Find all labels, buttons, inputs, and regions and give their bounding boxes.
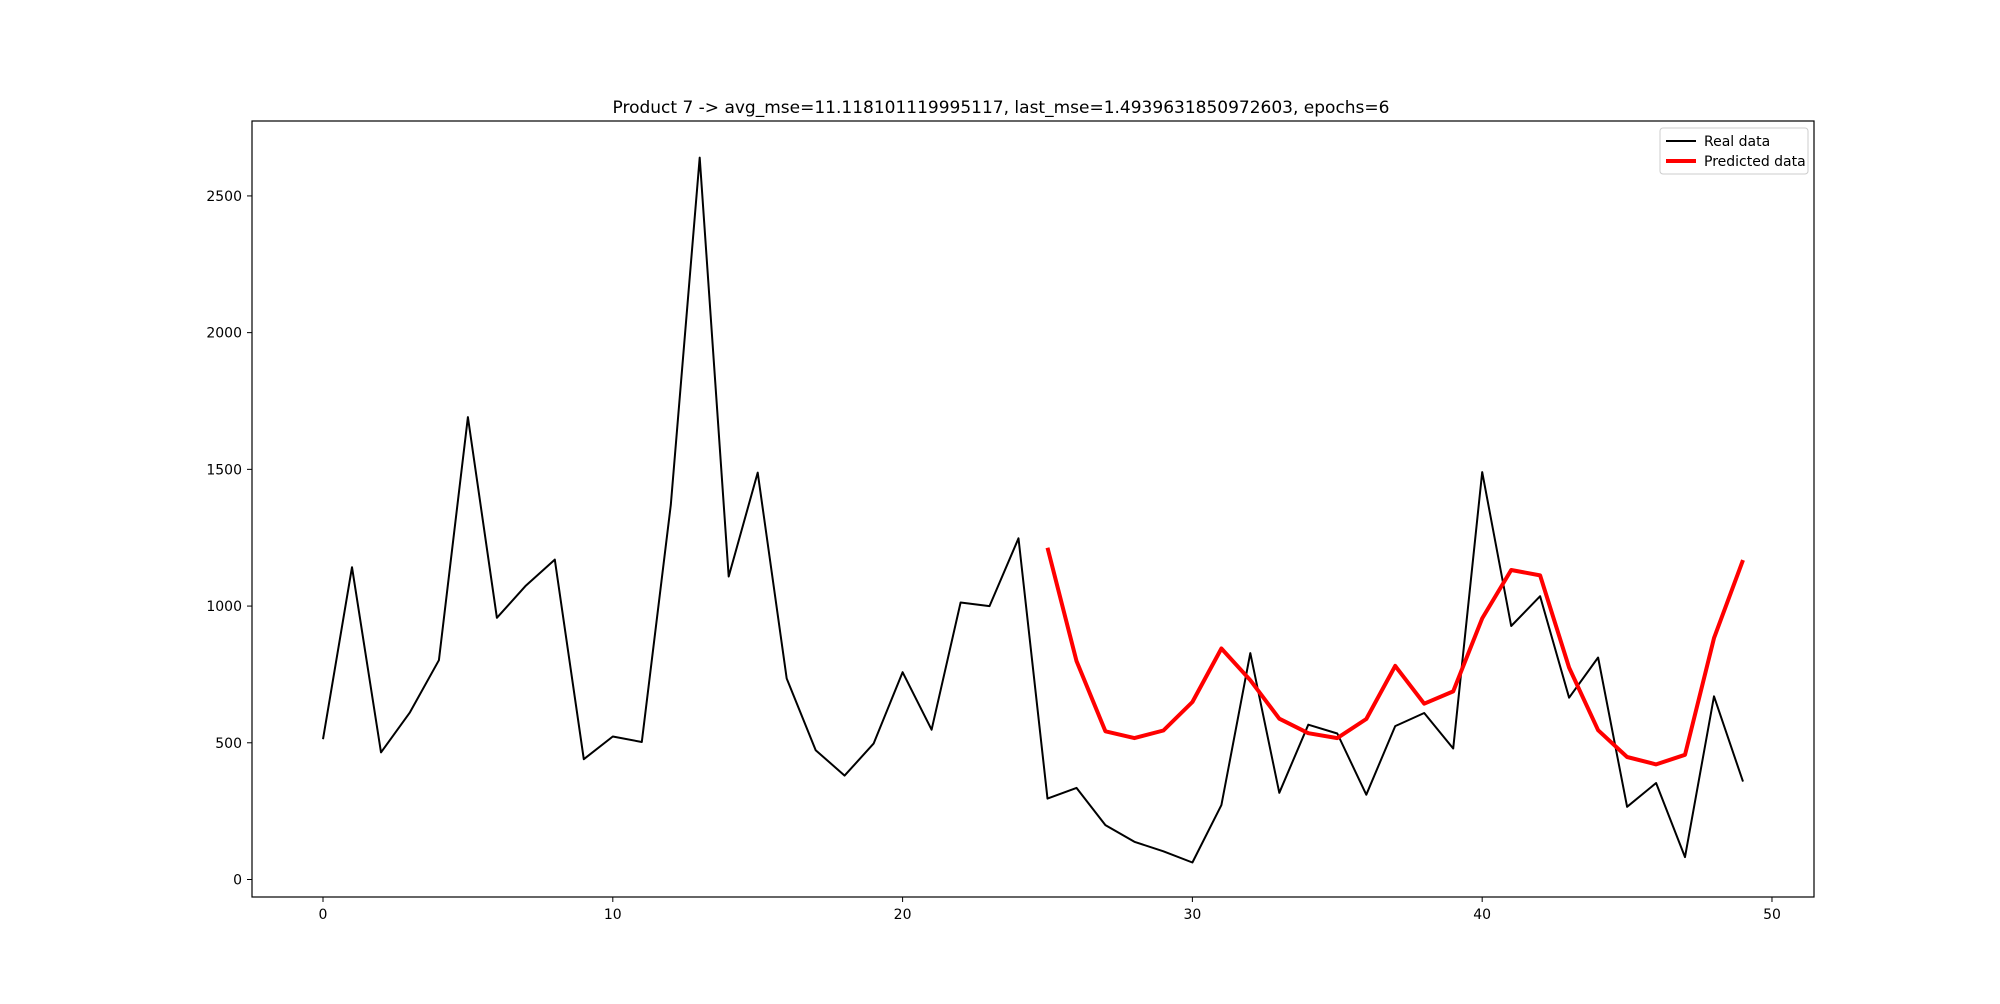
x-tick-label: 50 <box>1763 907 1781 923</box>
x-tick-label: 40 <box>1473 907 1491 923</box>
x-tick-label: 30 <box>1183 907 1201 923</box>
series-layer <box>322 156 1745 864</box>
x-tick-label: 20 <box>894 907 912 923</box>
x-axis: 0 10 20 30 40 50 <box>319 897 1781 923</box>
y-tick-label: 2000 <box>206 326 242 342</box>
chart-title: Product 7 -> avg_mse=11.118101119995117,… <box>613 98 1390 118</box>
plot-area-frame <box>251 120 1815 898</box>
real-data-line <box>322 156 1744 864</box>
y-axis: 0 500 1000 1500 2000 2500 <box>206 189 252 889</box>
legend-box <box>1659 127 1809 175</box>
x-tick-label: 0 <box>319 907 328 923</box>
legend-label-real-data: Real data <box>1704 134 1770 150</box>
y-tick-label: 500 <box>215 736 242 752</box>
y-tick-label: 1000 <box>206 599 242 615</box>
y-tick-label: 2500 <box>206 189 242 205</box>
x-tick-label: 10 <box>604 907 622 923</box>
legend: Real data Predicted data <box>1659 127 1809 175</box>
predicted-data-line <box>1045 547 1745 767</box>
y-tick-label: 1500 <box>206 462 242 478</box>
y-tick-label: 0 <box>233 873 242 889</box>
legend-label-predicted-data: Predicted data <box>1704 154 1806 170</box>
